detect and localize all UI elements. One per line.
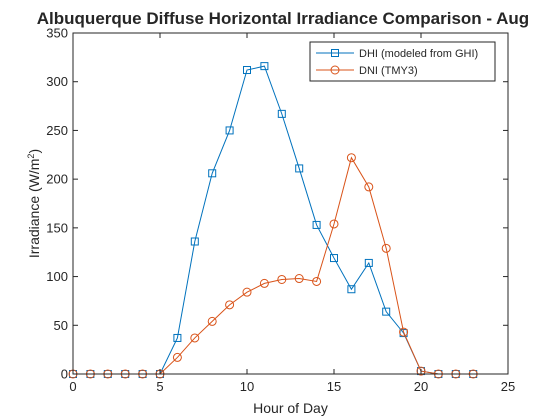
y-tick-label-5: 250 [46, 123, 68, 138]
data-point-0-10 [243, 66, 251, 75]
data-point-1-6 [172, 352, 182, 362]
y-tick-label-7: 350 [46, 26, 68, 41]
legend: DHI (modeled from GHI) DNI (TMY3) [309, 41, 496, 82]
legend-box [309, 41, 496, 82]
y-tick-label-0: 0 [61, 367, 68, 382]
x-tick-label-4: 20 [414, 379, 428, 394]
y-tick-label-6: 300 [46, 74, 68, 89]
data-point-1-9 [225, 300, 235, 310]
legend-label-0: DHI (modeled from GHI) [359, 48, 478, 60]
y-axis-label-suffix: ) [26, 149, 42, 154]
data-point-1-7 [190, 333, 200, 343]
plot-area [73, 33, 508, 374]
y-tick-label-4: 200 [46, 172, 68, 187]
data-point-0-16 [347, 285, 356, 294]
data-point-0-6 [173, 333, 182, 342]
data-point-1-16 [346, 153, 356, 163]
x-tick-label-1: 5 [156, 379, 163, 394]
data-point-1-8 [207, 316, 217, 326]
y-tick-label-3: 150 [46, 220, 68, 235]
x-tick-label-3: 15 [327, 379, 341, 394]
data-point-1-18 [381, 243, 391, 253]
legend-marker-1 [330, 65, 340, 75]
x-tick-label-0: 0 [69, 379, 76, 394]
legend-marker-0 [331, 49, 339, 57]
data-point-0-11 [260, 62, 269, 71]
data-point-1-12 [277, 274, 287, 284]
y-tick-label-1: 50 [54, 318, 68, 333]
legend-item-0: DHI (modeled from GHI) [316, 48, 478, 60]
data-point-0-15 [330, 254, 338, 263]
data-point-1-10 [242, 287, 252, 297]
data-point-0-13 [295, 164, 304, 173]
data-point-1-13 [294, 274, 304, 284]
data-point-0-8 [208, 169, 217, 178]
y-axis-label-superscript: 2 [26, 154, 36, 159]
data-point-1-19 [399, 327, 409, 337]
data-point-0-17 [364, 258, 373, 267]
legend-label-1: DNI (TMY3) [359, 65, 418, 77]
data-point-1-14 [312, 276, 322, 286]
x-tick-label-2: 10 [240, 379, 254, 394]
axes-box [72, 32, 509, 375]
x-axis-label: Hour of Day [253, 400, 328, 416]
data-point-0-14 [312, 220, 321, 229]
y-axis-label-main: Irradiance (W/m [26, 159, 42, 259]
data-point-0-18 [382, 307, 391, 316]
data-point-1-15 [329, 219, 339, 229]
data-point-1-20 [416, 366, 426, 376]
chart-title: Albuquerque Diffuse Horizontal Irradianc… [37, 9, 529, 28]
x-tick-label-5: 25 [501, 379, 515, 394]
y-tick-label-2: 100 [46, 269, 68, 284]
data-point-1-11 [259, 278, 269, 288]
data-point-0-9 [225, 126, 234, 135]
data-point-0-12 [277, 109, 286, 118]
y-axis-label: Irradiance (W/m2) [26, 149, 42, 258]
legend-item-1: DNI (TMY3) [316, 65, 418, 77]
data-point-0-7 [190, 237, 199, 246]
data-point-1-17 [364, 182, 374, 192]
